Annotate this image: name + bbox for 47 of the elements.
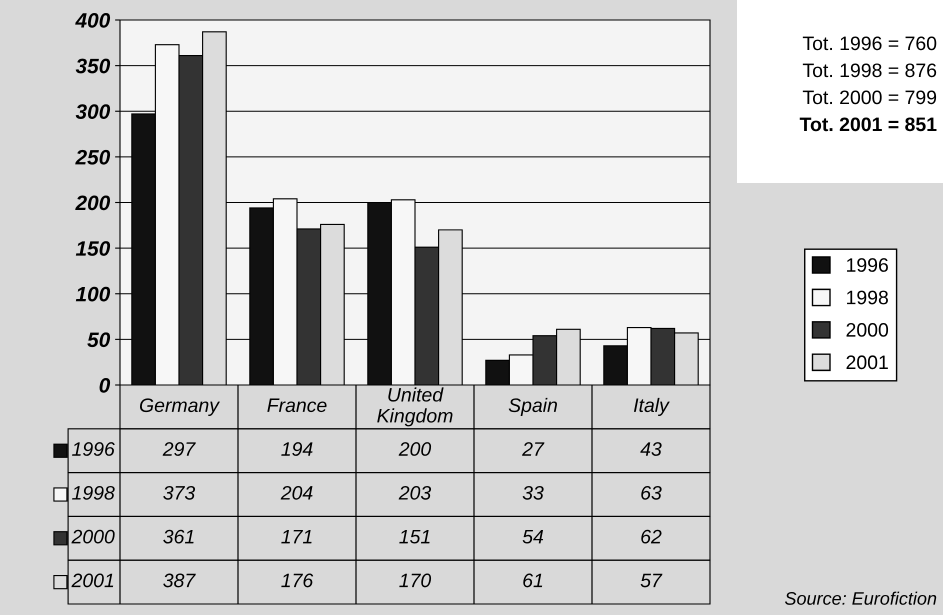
legend-label: 2001	[846, 355, 888, 370]
y-tick-label: 200	[75, 196, 110, 210]
text: 1998	[847, 290, 888, 304]
data-label: 373	[163, 486, 196, 500]
text: Tot. 2001 = 851	[800, 117, 936, 132]
data-label: 63	[641, 486, 662, 500]
data-label: 200	[398, 442, 432, 456]
data-label: 62	[641, 530, 662, 544]
data-label: 194	[281, 442, 312, 456]
y-tick-label: 350	[76, 58, 110, 74]
source-note: Source: Eurofiction	[784, 592, 936, 605]
data-label: 387	[163, 574, 196, 588]
text: 1996	[847, 258, 888, 272]
data-label: 361	[163, 530, 194, 544]
y-tick-label: 250	[75, 150, 110, 165]
y-tick-label: 150	[76, 241, 110, 256]
data-label: 57	[640, 574, 662, 588]
x-tick-label: France	[267, 398, 327, 412]
data-label: 43	[640, 442, 662, 456]
x-tick-label: Spain	[508, 398, 557, 416]
x-tick-label: Italy	[634, 398, 670, 416]
y-tick-label: 100	[76, 286, 110, 302]
x-tick-label: United Kingdom	[377, 387, 452, 426]
data-label: 176	[281, 574, 314, 588]
text: Tot. 1998 = 876	[802, 63, 936, 78]
y-tick-label: 50	[87, 332, 110, 348]
data-label: 151	[399, 530, 430, 544]
y-tick-label: 0	[100, 378, 110, 393]
data-label: 54	[522, 530, 544, 544]
legend-label: 2000	[71, 530, 115, 544]
y-tick-label: 400	[75, 13, 110, 28]
data-label: 170	[399, 574, 432, 588]
data-label: 27	[522, 442, 544, 456]
text: 2000	[846, 323, 888, 337]
text: Tot. 1996 = 760	[802, 36, 936, 50]
data-label: 61	[523, 574, 542, 588]
data-label: 203	[398, 486, 432, 500]
text: Tot. 2000 = 799	[802, 90, 936, 104]
data-label: 171	[281, 530, 312, 544]
data-label: 204	[280, 486, 312, 500]
data-label: 297	[162, 442, 196, 456]
legend-label: 1998	[72, 486, 115, 500]
x-tick-label: Germany	[140, 398, 220, 416]
y-tick-label: 300	[76, 104, 110, 120]
text: 2001	[71, 574, 114, 588]
legend-label: 1996	[72, 442, 115, 456]
data-label: 33	[522, 486, 544, 500]
